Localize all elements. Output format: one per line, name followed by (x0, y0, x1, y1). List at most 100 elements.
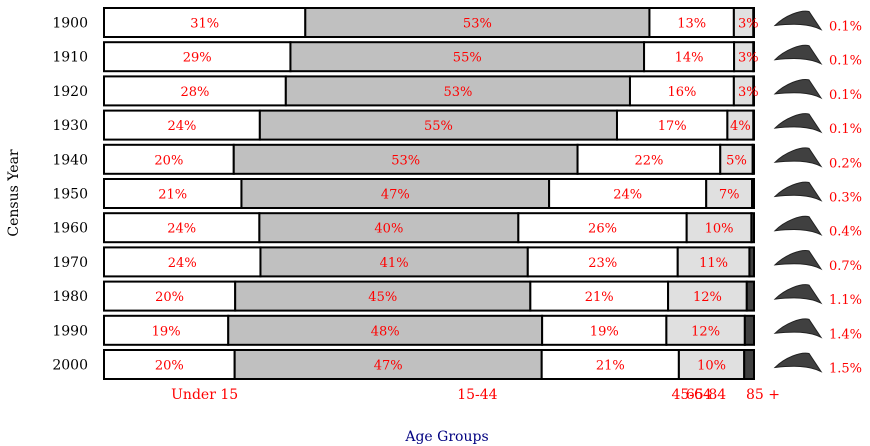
y-axis-title: Census Year (6, 149, 22, 237)
value-label: 20% (155, 290, 184, 305)
value-label: 20% (154, 153, 183, 168)
value-label: 0.1% (829, 54, 862, 69)
pointer-arrow-icon (773, 10, 823, 31)
value-label: 41% (380, 256, 409, 271)
value-label: 24% (167, 222, 196, 237)
value-label: 53% (391, 153, 420, 168)
segment-category-label: 45-64 (671, 387, 711, 403)
x-axis-title: Age Groups (404, 429, 488, 445)
bar-segment (103, 178, 243, 209)
value-label: 3% (738, 85, 759, 100)
value-label: 55% (424, 119, 453, 134)
bar-segment (745, 280, 756, 312)
pointer-arrow-icon (773, 79, 823, 100)
value-label: 23% (588, 256, 617, 271)
pointer-arrow-icon (773, 215, 823, 236)
bar-segment (752, 109, 755, 141)
bar-segment (103, 349, 236, 380)
bar-segment (705, 178, 754, 209)
bar-segment (648, 7, 735, 38)
value-label: 45% (368, 290, 397, 305)
value-label: 12% (691, 324, 720, 339)
year-label: 1940 (52, 152, 88, 168)
year-label: 1960 (52, 221, 88, 237)
bar-segment (526, 246, 679, 278)
bar-segment (752, 41, 755, 73)
value-label: 24% (168, 256, 197, 271)
bar-segment (103, 143, 235, 175)
value-label: 28% (180, 85, 209, 100)
year-label: 1990 (52, 323, 88, 339)
bar-segment (743, 349, 755, 380)
value-label: 55% (453, 51, 482, 66)
value-label: 21% (158, 188, 187, 203)
pointer-arrow-icon (773, 181, 823, 202)
bar-segment (748, 246, 755, 278)
year-label: 1970 (52, 255, 88, 271)
bar-segment (676, 246, 751, 278)
value-label: 3% (738, 17, 759, 32)
value-label: 0.1% (829, 88, 862, 103)
value-label: 17% (658, 119, 687, 134)
bar-segment (517, 212, 688, 244)
bar-segment (289, 41, 646, 73)
bar-segment (665, 314, 746, 346)
year-label: 1910 (52, 50, 88, 66)
value-label: 12% (693, 290, 722, 305)
segment-category-label: Under 15 (171, 387, 238, 403)
bar-segment (752, 7, 755, 38)
value-label: 53% (443, 85, 472, 100)
value-label: 0.7% (829, 259, 862, 274)
pointer-arrow-icon (773, 284, 823, 305)
bar-segment (103, 314, 230, 346)
value-label: 24% (613, 188, 642, 203)
bar-segment (719, 143, 754, 175)
pointer-arrow-icon (773, 44, 823, 65)
bar-segment (227, 314, 544, 346)
value-label: 0.1% (829, 122, 862, 137)
value-label: 53% (463, 17, 492, 32)
pointer-arrow-icon (773, 352, 823, 373)
pointer-arrow-icon (773, 318, 823, 339)
value-label: 20% (155, 359, 184, 374)
bar-segment (103, 41, 292, 73)
value-label: 10% (705, 222, 734, 237)
value-label: 26% (588, 222, 617, 237)
value-label: 1.1% (829, 293, 862, 308)
value-label: 14% (675, 51, 704, 66)
year-label: 1950 (52, 187, 88, 203)
labels-layer: 1900 31% 53% 13% 3% 0.1% 1910 29% 55% 14% 3% 0.1% 19… (52, 16, 862, 404)
segment-category-label: 85 + (746, 387, 780, 403)
value-label: 10% (697, 359, 726, 374)
bar-segment (726, 109, 755, 141)
value-label: 7% (719, 188, 740, 203)
bar-segment (304, 7, 651, 38)
bar-segment (752, 75, 755, 107)
value-label: 21% (585, 290, 614, 305)
value-label: 31% (190, 17, 219, 32)
value-label: 1.5% (829, 362, 862, 377)
value-label: 21% (596, 359, 625, 374)
bar-segment (258, 109, 618, 141)
bar-segment (750, 212, 755, 244)
year-label: 1980 (52, 289, 88, 305)
year-label: 1900 (52, 16, 88, 32)
bar-segment (232, 143, 579, 175)
year-label: 1930 (52, 118, 88, 134)
bar-segment (751, 178, 756, 209)
value-label: 22% (634, 153, 663, 168)
bar-segment (259, 246, 529, 278)
bar-segment (751, 143, 755, 175)
bar-segment (103, 7, 307, 38)
bar-segment (284, 75, 631, 107)
value-label: 11% (699, 256, 728, 271)
value-label: 19% (152, 324, 181, 339)
value-label: 4% (730, 119, 751, 134)
year-label: 1920 (52, 84, 88, 100)
value-label: 47% (381, 188, 410, 203)
bar-segment (234, 280, 532, 312)
year-label: 2000 (52, 358, 88, 374)
bar-segment (743, 314, 756, 346)
value-label: 5% (726, 153, 747, 168)
